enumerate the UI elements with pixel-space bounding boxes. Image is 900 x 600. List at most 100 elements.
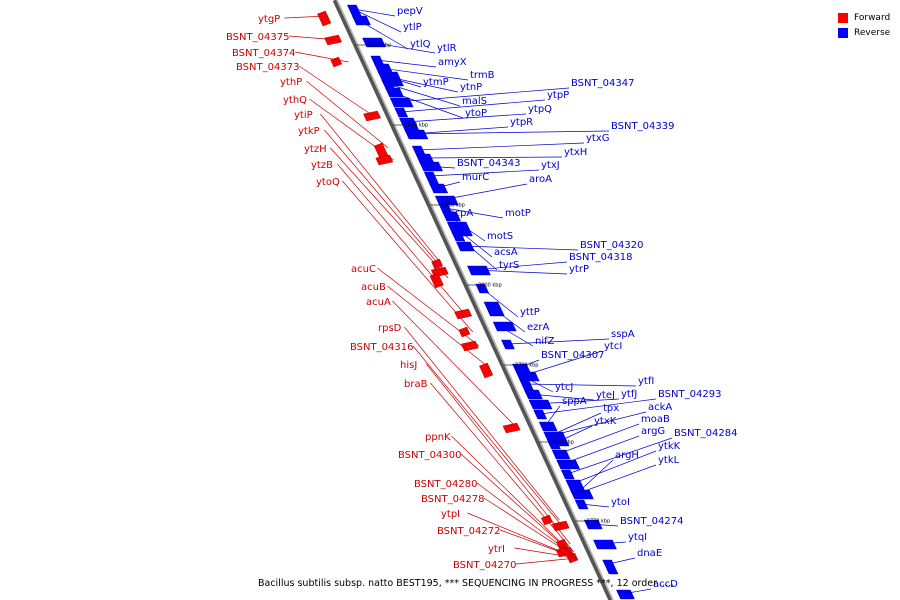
forward-gene-label: ytkP	[298, 126, 320, 137]
reverse-label-leader	[400, 99, 546, 113]
forward-gene-label: acuA	[366, 297, 391, 308]
scale-tick-label: 2820 kbp	[405, 123, 429, 129]
reverse-label-leader	[557, 423, 640, 455]
forward-label-leader	[330, 147, 449, 279]
reverse-label-leader	[522, 350, 603, 377]
reverse-label-leader	[353, 8, 402, 33]
reverse-gene-label: BSNT_04307	[541, 350, 604, 361]
reverse-gene-label: ackA	[648, 402, 672, 413]
reverse-label-leader	[410, 130, 610, 135]
forward-label-leader	[306, 80, 389, 149]
reverse-label-leader	[380, 67, 469, 81]
reverse-gene-label: BSNT_04284	[674, 428, 737, 439]
reverse-label-leader	[567, 437, 673, 475]
reverse-gene-label: ytlR	[437, 43, 457, 54]
reverse-gene-label: ezrA	[527, 322, 550, 333]
reverse-gene-label: ytpR	[510, 117, 533, 128]
reverse-gene-label: malS	[462, 96, 487, 107]
forward-label-leader	[514, 547, 577, 559]
reverse-gene-block	[362, 37, 386, 48]
reverse-label-leader	[539, 398, 657, 415]
reverse-gene-label: ytlQ	[410, 39, 431, 50]
reverse-gene-block	[394, 107, 409, 118]
reverse-label-leader	[473, 269, 568, 275]
reverse-gene-label: ytcI	[604, 341, 622, 352]
reverse-label-leader	[368, 41, 436, 54]
forward-gene-label: ythQ	[283, 95, 307, 106]
forward-label-leader	[377, 267, 480, 347]
forward-gene-label: BSNT_04270	[453, 560, 516, 571]
reverse-label-leader	[525, 383, 637, 387]
forward-label-leader	[309, 98, 394, 161]
reverse-label-leader	[384, 75, 459, 93]
reverse-gene-label: aroA	[529, 174, 552, 185]
forward-gene-label: ppnK	[425, 432, 451, 443]
genome-axis	[332, 0, 614, 600]
scale-tick-label: 2800 kbp	[478, 283, 502, 289]
reverse-gene-label: amyX	[438, 57, 467, 68]
reverse-label-leader	[576, 459, 614, 495]
reverse-gene-label: ytkK	[658, 441, 681, 452]
reverse-label-leader	[489, 305, 526, 333]
legend-reverse-label: Reverse	[854, 27, 891, 38]
forward-label-leader	[288, 35, 339, 41]
reverse-gene-label: ytcJ	[555, 382, 573, 393]
reverse-label-leader	[590, 523, 619, 527]
forward-label-leader	[404, 326, 560, 521]
reverse-label-leader	[498, 325, 534, 347]
scale-tick-label: 2790 kbp	[515, 363, 539, 369]
scale-tick-label: 2780 kbp	[550, 440, 574, 446]
forward-label-leader	[392, 300, 518, 429]
forward-label-leader	[476, 482, 577, 559]
reverse-gene-label: sspA	[611, 329, 635, 340]
reverse-gene-block	[442, 211, 461, 222]
legend-reverse: Reverse	[838, 25, 890, 40]
reverse-gene-label: ytrP	[569, 264, 589, 275]
forward-label-leader	[320, 113, 442, 265]
reverse-gene-block	[515, 371, 540, 382]
reverse-gene-label: ytfJ	[621, 389, 637, 400]
reverse-label-leader	[421, 156, 563, 159]
reverse-gene-block	[411, 145, 426, 156]
forward-gene-label: BSNT_04278	[421, 494, 484, 505]
forward-gene-label: acuB	[361, 282, 386, 293]
forward-label-leader	[337, 163, 465, 315]
forward-label-leader	[298, 65, 374, 117]
forward-swatch	[838, 12, 848, 23]
reverse-label-leader	[396, 87, 570, 103]
reverse-gene-label: ytpQ	[528, 104, 552, 115]
forward-label-leader	[342, 180, 474, 333]
reverse-label-leader	[553, 425, 593, 445]
reverse-gene-block	[616, 589, 635, 600]
forward-gene-block	[324, 34, 342, 46]
reverse-label-leader	[418, 142, 585, 151]
reverse-label-leader	[440, 199, 448, 219]
forward-label-leader	[451, 435, 578, 559]
reverse-gene-block	[389, 97, 414, 108]
reverse-gene-label: ytkL	[658, 455, 680, 466]
reverse-gene-label: tpx	[603, 403, 619, 414]
reverse-gene-block	[560, 469, 575, 480]
reverse-label-leader	[441, 183, 528, 201]
forward-gene-label: hisJ	[400, 360, 417, 371]
reverse-label-leader	[425, 165, 456, 169]
reverse-label-leader	[384, 75, 422, 88]
reverse-label-leader	[405, 113, 527, 123]
reverse-gene-label: ytxK	[594, 416, 617, 427]
reverse-gene-label: ytxJ	[541, 160, 560, 171]
reverse-gene-label: argG	[641, 426, 665, 437]
forward-gene-label: ytzH	[304, 144, 327, 155]
reverse-gene-block	[501, 339, 515, 350]
forward-gene-block	[502, 422, 521, 434]
reverse-label-leader	[358, 19, 409, 50]
reverse-gene-label: accD	[653, 579, 678, 590]
reverse-gene-label: yttP	[520, 307, 540, 318]
forward-gene-block	[460, 340, 479, 352]
reverse-label-leader	[448, 215, 486, 242]
forward-label-leader	[499, 529, 577, 559]
reverse-gene-label: murC	[462, 172, 489, 183]
scale-tick-label: 2810 kbp	[441, 203, 465, 209]
reverse-label-leader	[518, 359, 540, 369]
forward-gene-block	[317, 10, 332, 27]
